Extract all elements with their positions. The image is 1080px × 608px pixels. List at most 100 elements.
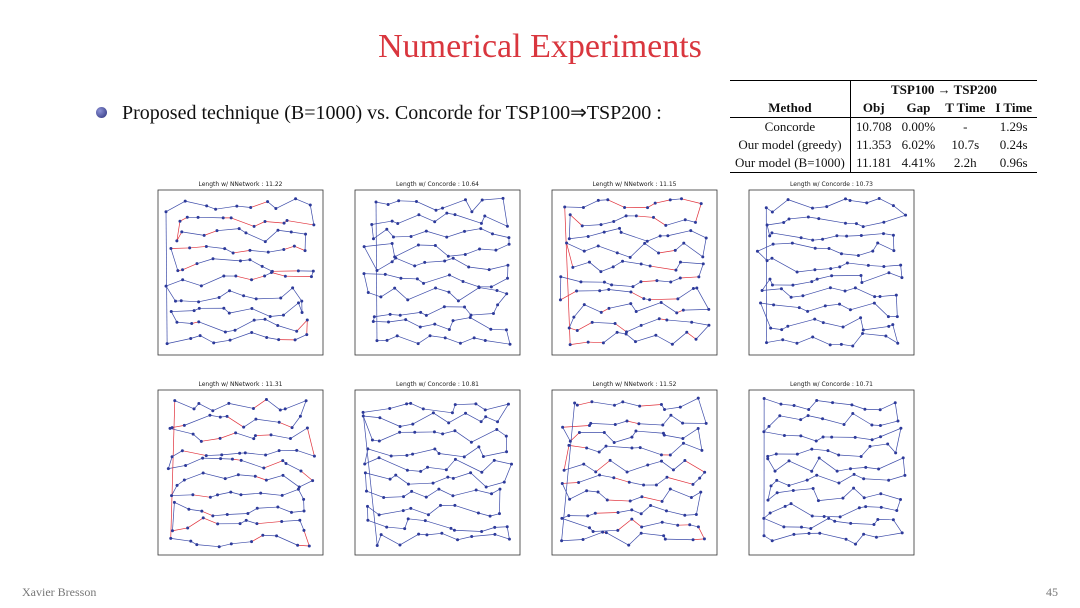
tour-edge	[665, 219, 686, 226]
tour-edge	[636, 215, 654, 218]
tour-edge	[641, 521, 663, 528]
tour-edge	[453, 472, 471, 479]
city	[219, 457, 223, 461]
tour-edge	[617, 332, 627, 335]
tour-edge	[598, 199, 608, 201]
city	[297, 301, 301, 305]
tour-edge	[702, 237, 707, 257]
city	[179, 299, 183, 303]
city	[415, 277, 419, 281]
city	[506, 402, 510, 406]
table-row: Our model (B=1000) 11.181 4.41% 2.2h 0.96s	[730, 154, 1038, 173]
city	[505, 450, 509, 454]
city	[218, 415, 222, 419]
city	[379, 295, 383, 299]
city	[813, 246, 817, 250]
tour-edge	[454, 505, 479, 514]
city	[304, 399, 308, 403]
city	[770, 283, 774, 287]
tour-edge	[641, 263, 651, 267]
city	[615, 251, 619, 255]
tour-edge	[793, 533, 810, 535]
city	[707, 307, 711, 311]
city	[451, 256, 455, 260]
city	[651, 215, 655, 219]
tour-edge	[860, 446, 871, 457]
tour-edge	[366, 490, 384, 498]
city	[787, 217, 791, 221]
tour-edge	[249, 259, 263, 267]
tour-edge	[502, 198, 508, 227]
tour-edge	[640, 505, 651, 515]
city	[799, 434, 803, 438]
city	[896, 419, 900, 423]
city	[701, 262, 705, 266]
city	[621, 400, 625, 404]
tour-edge	[378, 457, 408, 471]
tour-edge	[874, 302, 889, 317]
city	[560, 481, 564, 485]
tour-edge	[635, 430, 664, 434]
tour-edge	[876, 532, 903, 538]
city	[433, 244, 437, 248]
panel-frame	[551, 389, 718, 556]
city	[218, 436, 222, 440]
tour-edge	[766, 339, 783, 343]
tour-edge	[445, 337, 461, 344]
tour-edge	[449, 320, 454, 330]
city	[505, 224, 509, 228]
city	[477, 445, 481, 449]
city	[891, 323, 895, 327]
tour-edge	[215, 205, 237, 210]
city	[191, 493, 195, 497]
city	[295, 448, 299, 452]
tour-edge	[763, 431, 785, 436]
city	[642, 297, 646, 301]
tour-edge	[793, 488, 814, 491]
city	[439, 503, 443, 507]
city	[175, 320, 179, 324]
tour-edge	[819, 532, 847, 540]
city	[394, 256, 398, 260]
city	[299, 469, 303, 473]
tour-edge	[395, 257, 415, 267]
city	[657, 317, 661, 321]
city	[766, 498, 770, 502]
tour-edge	[670, 414, 683, 424]
tour-edge	[853, 487, 865, 499]
city	[377, 513, 381, 517]
tour-edge	[697, 428, 703, 451]
panel-title: Length w/ NNetwork : 11.52	[592, 381, 677, 388]
city	[698, 476, 702, 480]
tour-edge	[481, 460, 495, 473]
tour-edge	[878, 457, 904, 470]
city	[297, 485, 301, 489]
tour-edge	[438, 453, 465, 458]
tour-edge	[665, 538, 694, 541]
city	[274, 207, 278, 211]
city	[196, 215, 200, 219]
city	[561, 425, 565, 429]
tour-edge	[246, 520, 258, 525]
tour-edge	[483, 451, 507, 457]
city	[837, 481, 841, 485]
tour-edge	[281, 519, 300, 522]
city	[277, 420, 281, 424]
city	[842, 422, 846, 426]
city	[821, 435, 825, 439]
city	[225, 414, 229, 418]
city	[602, 280, 606, 284]
tour-edge	[199, 335, 214, 344]
city	[611, 265, 615, 269]
tour-edge	[503, 464, 512, 483]
city	[694, 337, 698, 341]
city	[411, 452, 415, 456]
tour-edge	[219, 543, 232, 548]
tour-edge	[168, 465, 186, 469]
city	[252, 318, 256, 322]
city	[275, 534, 279, 538]
city	[599, 310, 603, 314]
tour-edge	[677, 288, 694, 300]
tour-edge	[662, 415, 672, 426]
city	[507, 242, 511, 246]
